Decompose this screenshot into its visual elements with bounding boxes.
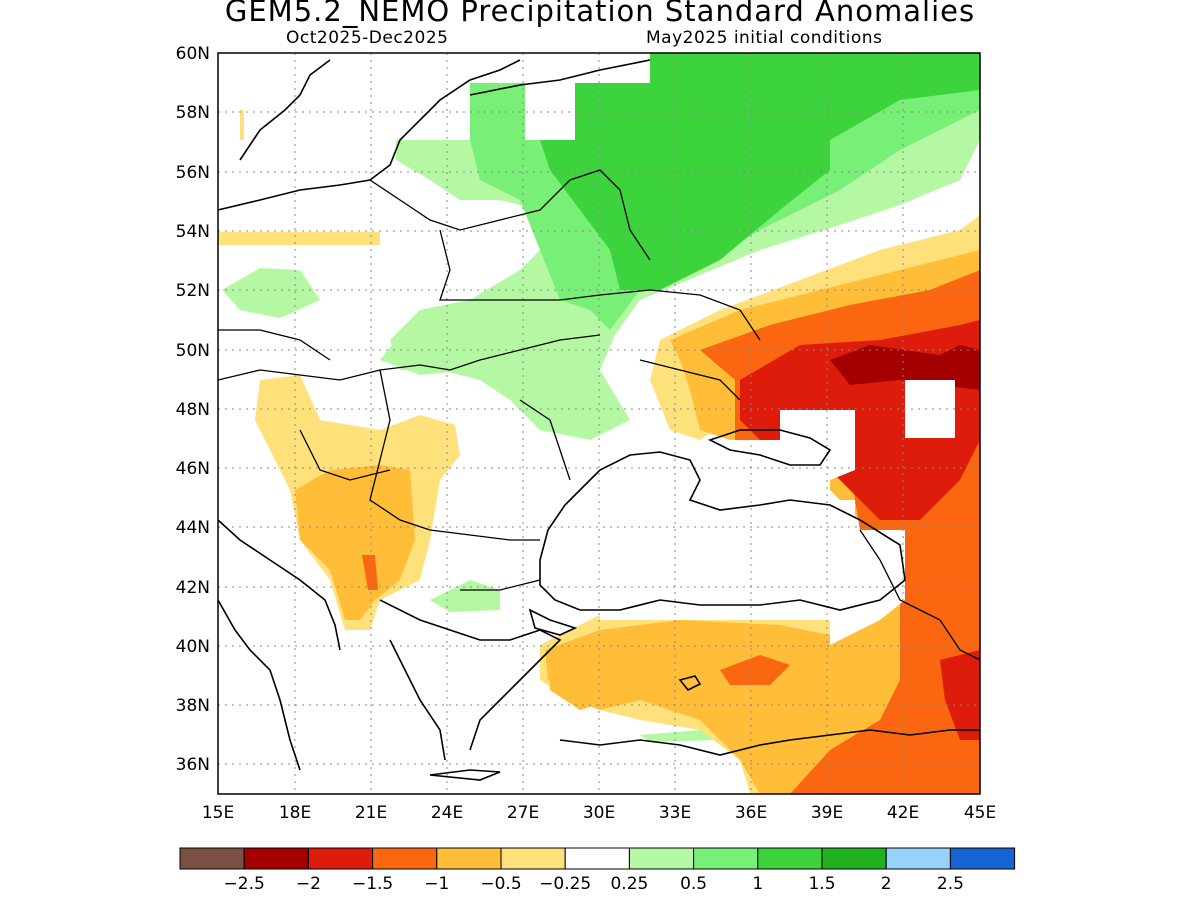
lon-label: 21E [355,803,387,823]
italy-coast [218,599,301,771]
lon-label: 39E [811,803,843,823]
adriatic-coast [218,519,341,651]
initial-conditions: May2025 initial conditions [646,28,883,48]
lat-label: 54N [176,222,210,242]
baltic-coast [218,59,521,211]
lon-label: 27E [507,803,539,823]
lon-label: 45E [964,803,996,823]
legend-swatch [821,847,887,870]
legend-swatch [179,847,245,870]
legend-swatch [500,847,566,870]
country-borders [218,169,980,661]
legend-label: −0.5 [480,874,521,894]
lat-label: 40N [176,637,210,657]
dry-region-balkans-strong [362,555,378,590]
lat-label: 52N [176,281,210,301]
lat-label: 42N [176,578,210,598]
lat-label: 38N [176,696,210,716]
legend-swatch [628,847,695,870]
sea-of-marmara [528,608,578,636]
lon-label: 33E [659,803,691,823]
legend-label: 2 [881,874,892,894]
wet-patch-hungary [380,300,500,375]
lat-label: 44N [176,518,210,538]
lat-label: 58N [176,103,210,123]
legend-label: 0.5 [680,874,707,894]
lat-label: 36N [176,755,210,775]
legend-swatch [436,847,502,870]
mask-gap [525,83,575,140]
anomaly-field [218,53,980,794]
lat-label: 60N [176,44,210,64]
map-panel [217,52,981,795]
crete [429,769,501,781]
legend-label: 2.5 [937,874,964,894]
turkey-south-coast [559,729,980,756]
dry-region-balkans-moderate [295,465,415,620]
lon-label: 24E [431,803,463,823]
legend-swatch [949,847,1016,870]
legend-swatch [885,847,951,870]
dry-region-turkey-west [548,640,610,710]
legend-label: 1.5 [808,874,835,894]
legend-swatch [693,847,759,870]
lon-axis: 15E 18E 21E 24E 27E 30E 33E 36E 39E 42E … [202,803,996,823]
lat-label: 46N [176,459,210,479]
black-sea-coast [539,451,906,611]
gulf-finland [469,59,651,96]
aegean-coast [379,599,562,761]
legend-label: −1 [424,874,449,894]
dry-region-turkey-central [720,655,790,685]
legend-swatch [307,847,374,870]
map-border [217,52,981,795]
dry-strip-alps [240,110,244,140]
lon-label: 36E [735,803,767,823]
dry-region-extreme [830,345,980,390]
lat-axis: 60N 58N 56N 54N 52N 50N 48N 46N 44N 42N … [176,44,210,775]
legend-swatch [243,847,309,870]
lat-label: 56N [176,163,210,183]
color-legend: −2.5 −2 −1.5 −1 −0.5 −0.25 0.25 0.5 1 1.5 2 2.5 [179,847,1016,894]
legend-label: −2 [296,874,321,894]
coastlines-borders [218,59,980,781]
lon-label: 15E [202,803,234,823]
legend-swatch [564,847,630,870]
wet-patch-balkans [430,580,500,612]
lon-label: 18E [279,803,311,823]
forecast-period: Oct2025-Dec2025 [286,28,449,48]
legend-label: −2.5 [224,874,265,894]
legend-label: 0.25 [610,874,648,894]
cyprus [678,675,702,692]
map-title: GEM5.2_NEMO Precipitation Standard Anoma… [224,0,976,28]
wet-patch-turkey [640,730,720,742]
lon-label: 42E [887,803,919,823]
legend-label: 1 [752,874,763,894]
legend-label: −0.25 [539,874,591,894]
dry-region-turkey-east [940,650,980,740]
dry-strip-poland [218,232,380,245]
lat-label: 50N [176,341,210,361]
lat-label: 48N [176,400,210,420]
legend-label: −1.5 [352,874,393,894]
lon-label: 30E [583,803,615,823]
graticule [218,53,980,794]
legend-swatch [372,847,438,870]
azov-coast [707,429,832,466]
mask-caspian [905,380,955,438]
legend-swatch [757,847,823,870]
